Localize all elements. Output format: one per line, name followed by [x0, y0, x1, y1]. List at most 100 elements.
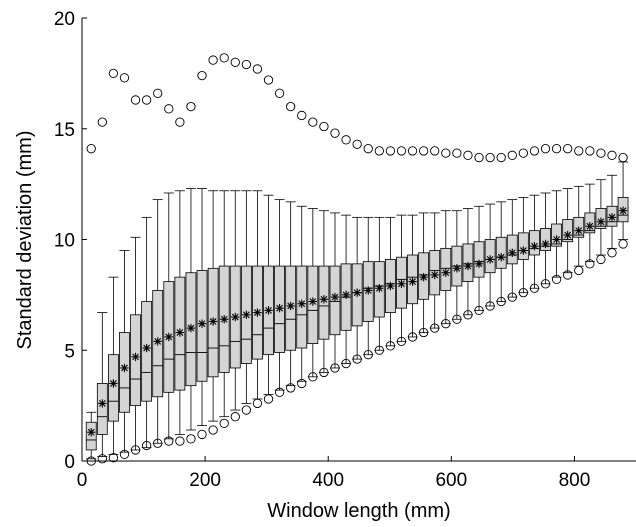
mean-marker	[485, 255, 495, 264]
box-group	[263, 75, 274, 404]
max-marker	[252, 64, 263, 74]
box-group	[473, 152, 485, 316]
mean-marker	[208, 317, 218, 326]
min-marker	[551, 274, 562, 285]
box-group	[119, 73, 130, 460]
box	[562, 219, 574, 243]
x-tick-label: 600	[435, 470, 467, 491]
max-marker	[463, 150, 473, 160]
mean-marker	[419, 272, 428, 282]
y-tick-label: 20	[54, 9, 75, 30]
box-group	[185, 101, 197, 444]
box-group	[595, 148, 607, 265]
mean-marker-stroke	[87, 428, 95, 436]
min-marker	[141, 440, 152, 451]
mean-marker	[375, 284, 384, 293]
mean-marker-stroke	[497, 253, 505, 261]
mean-marker	[297, 299, 306, 308]
mean-marker	[519, 246, 528, 255]
max-marker	[618, 152, 628, 163]
mean-marker-stroke	[531, 242, 538, 250]
mean-marker	[175, 328, 185, 337]
box-group	[396, 146, 407, 347]
box-group	[296, 110, 308, 389]
mean-marker-stroke	[519, 247, 527, 254]
max-marker	[308, 117, 318, 127]
mean-marker	[386, 281, 395, 291]
mean-marker	[109, 379, 118, 388]
box-group	[152, 88, 164, 448]
mean-marker-stroke	[619, 207, 627, 215]
box	[107, 354, 119, 422]
mean-marker-stroke	[508, 249, 516, 257]
min-marker	[618, 239, 628, 249]
mean-marker	[563, 230, 572, 240]
mean-marker-stroke	[143, 344, 151, 352]
box-group	[573, 146, 585, 276]
mean-marker	[120, 363, 129, 373]
min-marker	[596, 254, 606, 265]
mean-marker	[242, 310, 251, 320]
mean-marker-stroke	[220, 315, 228, 323]
max-marker	[97, 117, 107, 127]
y-axis: 0 5 10 15 20	[54, 9, 87, 473]
mean-marker	[508, 248, 517, 257]
mean-marker	[308, 297, 318, 306]
max-marker	[507, 150, 517, 160]
box-group	[606, 150, 618, 258]
max-marker	[341, 135, 351, 145]
max-marker	[496, 152, 506, 163]
x-tick-label: 200	[189, 470, 221, 491]
mean-marker-stroke	[331, 293, 339, 301]
min-marker	[97, 454, 107, 464]
mean-marker-stroke	[209, 318, 217, 325]
box-group	[329, 128, 341, 373]
mean-marker	[574, 226, 583, 235]
box-group	[373, 146, 385, 355]
min-marker	[441, 319, 451, 329]
max-marker	[141, 95, 152, 105]
y-tick-label: 15	[54, 120, 75, 141]
box-group	[551, 144, 562, 285]
min-marker	[485, 301, 495, 311]
mean-marker-stroke	[564, 231, 572, 239]
mean-marker-stroke	[242, 311, 250, 319]
y-tick-label: 5	[64, 341, 75, 362]
mean-marker-stroke	[586, 222, 594, 230]
max-marker	[230, 57, 240, 67]
max-marker	[474, 152, 484, 163]
max-marker	[596, 148, 606, 158]
min-marker	[274, 387, 285, 397]
max-marker	[197, 70, 207, 81]
max-marker	[175, 117, 185, 127]
mean-marker	[319, 295, 329, 304]
max-marker	[274, 88, 285, 98]
mean-marker-stroke	[553, 236, 561, 243]
max-marker	[529, 146, 540, 156]
mean-marker-stroke	[364, 287, 372, 294]
mean-marker-stroke	[597, 218, 605, 226]
box-group	[274, 88, 285, 397]
mean-marker-stroke	[420, 273, 428, 281]
mean-marker-stroke	[176, 329, 184, 336]
min-marker	[430, 323, 440, 333]
min-marker	[208, 425, 218, 435]
box-group	[506, 150, 518, 302]
mean-marker	[452, 264, 462, 273]
min-marker	[230, 412, 240, 422]
min-marker	[607, 248, 617, 258]
min-marker	[529, 283, 540, 293]
box-group	[418, 146, 430, 338]
max-marker	[119, 73, 130, 83]
max-marker	[574, 146, 584, 156]
mean-marker	[286, 301, 295, 311]
mean-marker-stroke	[198, 320, 206, 328]
max-marker	[241, 59, 252, 70]
mean-marker-stroke	[287, 302, 295, 310]
max-marker	[319, 121, 329, 132]
mean-marker	[463, 261, 473, 271]
box-group	[362, 144, 374, 360]
min-marker	[374, 345, 384, 355]
mean-marker	[596, 217, 606, 226]
